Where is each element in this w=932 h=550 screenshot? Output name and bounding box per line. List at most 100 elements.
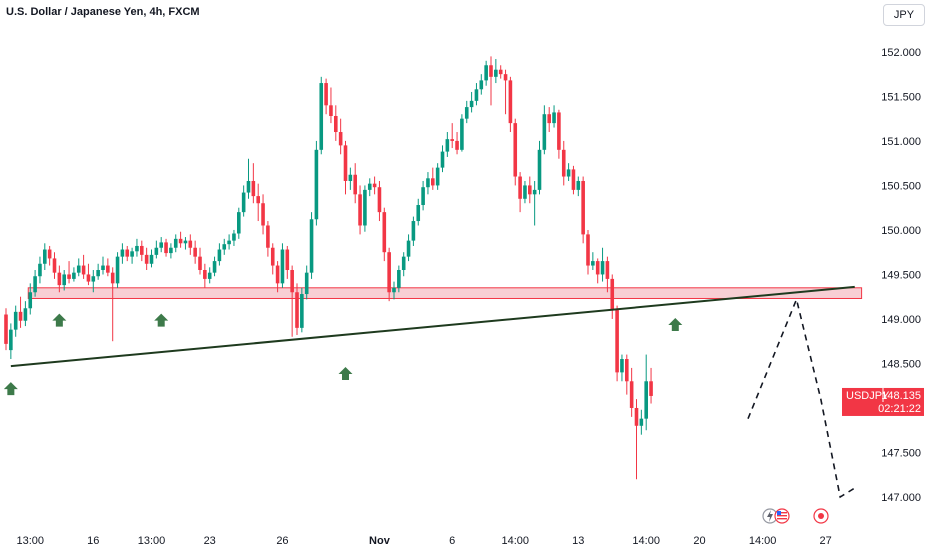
- candle-body: [479, 80, 484, 90]
- candle-body: [571, 169, 576, 190]
- x-tick-label: 14:00: [632, 535, 660, 547]
- candle: [498, 65, 503, 79]
- candle-body: [23, 308, 28, 321]
- candle: [566, 163, 571, 181]
- candle-body: [460, 118, 464, 150]
- candle: [634, 399, 639, 480]
- candle-body: [401, 256, 406, 270]
- candle: [406, 234, 411, 262]
- candle-body: [81, 265, 86, 275]
- candle: [67, 261, 71, 284]
- candle-body: [188, 240, 193, 248]
- candle: [72, 267, 76, 282]
- x-tick-label: 6: [449, 535, 455, 547]
- candle: [401, 252, 406, 277]
- candle-body: [334, 115, 338, 133]
- candle: [13, 305, 18, 337]
- candle: [334, 105, 338, 141]
- x-tick-label: 23: [204, 535, 216, 547]
- candle: [86, 263, 91, 286]
- candle-body: [377, 187, 382, 213]
- candle: [445, 132, 450, 157]
- candle-body: [314, 149, 319, 220]
- candle: [610, 274, 615, 319]
- candle-body: [547, 114, 551, 124]
- candle-body: [4, 314, 8, 344]
- candle: [285, 245, 290, 279]
- candle-body: [227, 240, 231, 245]
- candle: [537, 140, 542, 195]
- candle-body: [86, 274, 91, 282]
- candle-body: [173, 238, 178, 248]
- candle: [338, 118, 343, 155]
- candle-body: [382, 212, 387, 253]
- candle: [387, 247, 391, 302]
- candle-body: [295, 292, 299, 328]
- candle: [52, 252, 57, 279]
- candle: [343, 140, 348, 195]
- candle: [266, 221, 270, 257]
- candle-body: [426, 178, 430, 188]
- candle: [426, 172, 430, 195]
- us-flag-event-icon[interactable]: [774, 508, 790, 524]
- record-event-icon[interactable]: [813, 508, 829, 524]
- candle-body: [367, 183, 372, 190]
- candle-body: [164, 242, 168, 254]
- x-tick-label: Nov: [369, 535, 391, 547]
- candle-body: [455, 140, 459, 150]
- candle-body: [256, 196, 260, 204]
- candle-body: [309, 219, 314, 273]
- candle: [227, 234, 231, 250]
- candle: [101, 256, 105, 275]
- candle: [484, 60, 488, 86]
- candle-body: [639, 418, 644, 426]
- candle-body: [115, 256, 120, 284]
- candle-body: [76, 265, 81, 273]
- y-tick-label: 150.000: [881, 225, 921, 237]
- candle: [149, 249, 154, 268]
- candle-body: [144, 254, 149, 264]
- candle-body: [43, 249, 47, 264]
- candle-body: [241, 192, 246, 213]
- candle-body: [101, 265, 105, 270]
- candle-body: [285, 249, 290, 270]
- support-zone: [27, 287, 863, 299]
- time-axis[interactable]: 13:00 16 13:00 23 26 Nov 6 14:00 13 14:00 20 14:00 2…: [16, 535, 831, 547]
- candle-body: [67, 274, 71, 279]
- candle: [455, 132, 459, 155]
- candle: [270, 243, 275, 275]
- candle-body: [576, 180, 581, 190]
- candle-body: [135, 245, 139, 252]
- candle-body: [566, 169, 571, 177]
- currency-button[interactable]: JPY: [883, 4, 925, 26]
- candle-body: [203, 270, 207, 279]
- candle: [135, 238, 139, 257]
- x-tick-label: 20: [693, 535, 705, 547]
- candle: [518, 172, 522, 213]
- projection-path: [747, 296, 856, 499]
- candle: [173, 234, 178, 253]
- candle-body: [72, 272, 76, 279]
- candle: [28, 283, 33, 315]
- candle-body: [246, 180, 251, 193]
- candle: [222, 238, 227, 255]
- candle-body: [484, 65, 488, 81]
- candle: [392, 281, 396, 300]
- events-layer: [762, 508, 829, 524]
- candle-body: [217, 249, 222, 262]
- candle-body: [251, 180, 256, 197]
- candle-body: [207, 272, 212, 279]
- candle-body: [237, 212, 241, 234]
- candle: [198, 247, 202, 275]
- candle-body: [18, 311, 23, 321]
- candle: [469, 91, 474, 113]
- price-axis[interactable]: 152.000 151.500 151.000 150.500 150.000 149.5…: [881, 47, 921, 504]
- candle: [319, 76, 324, 155]
- y-tick-label: 150.500: [881, 180, 921, 192]
- candle: [561, 140, 566, 186]
- candle: [120, 243, 125, 264]
- candle: [4, 308, 8, 351]
- candle: [33, 270, 37, 297]
- candle: [217, 243, 222, 266]
